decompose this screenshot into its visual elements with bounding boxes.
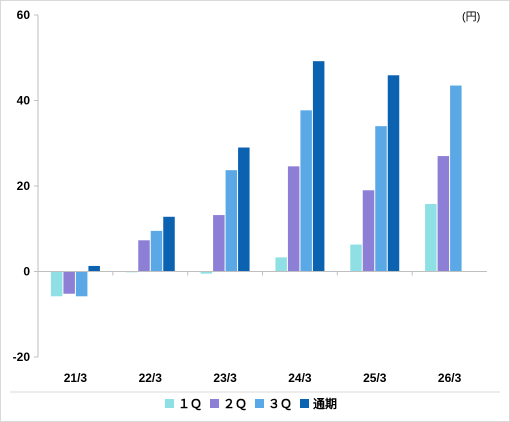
bar-2q	[362, 190, 375, 272]
bar-1q	[275, 257, 287, 272]
bar-2q	[138, 240, 150, 272]
bar-3q	[75, 271, 88, 297]
legend-swatch	[300, 399, 309, 408]
bar-1q	[425, 203, 437, 272]
bar-full-year	[238, 147, 250, 272]
y-tick-label: 0	[23, 265, 30, 279]
legend-label: ２Ｑ	[223, 397, 247, 411]
legend-label: 通期	[313, 396, 337, 411]
bar-3q	[300, 110, 312, 272]
bar-2q	[63, 271, 75, 294]
y-tick-label: 20	[17, 179, 31, 193]
bar-1q	[50, 271, 63, 297]
bar-1q	[200, 271, 213, 274]
x-category-label: 25/3	[363, 371, 387, 385]
legend-swatch	[255, 399, 264, 408]
legend-swatch	[165, 399, 174, 408]
bar-1q	[350, 244, 362, 272]
x-category-label: 21/3	[64, 371, 88, 385]
y-tick-label: -20	[13, 350, 31, 364]
bar-3q	[150, 230, 163, 272]
unit-label: (円)	[462, 11, 480, 23]
legend-swatch	[210, 399, 219, 408]
y-tick-label: 40	[17, 94, 31, 108]
x-category-label: 23/3	[213, 371, 237, 385]
bar-2q	[287, 166, 300, 272]
x-category-label: 26/3	[438, 371, 462, 385]
bar-full-year	[387, 75, 400, 272]
bar-3q	[450, 85, 462, 272]
bar-full-year	[88, 265, 100, 272]
legend-label: ３Ｑ	[268, 397, 292, 411]
bar-full-year	[163, 216, 175, 272]
x-category-label: 22/3	[139, 371, 163, 385]
y-tick-label: 60	[17, 8, 31, 22]
bar-full-year	[312, 61, 325, 272]
bar-2q	[437, 156, 450, 272]
bar-2q	[213, 215, 225, 272]
legend-label: １Ｑ	[178, 397, 202, 411]
bar-3q	[225, 170, 238, 272]
x-category-label: 24/3	[288, 371, 312, 385]
bar-3q	[375, 126, 387, 272]
